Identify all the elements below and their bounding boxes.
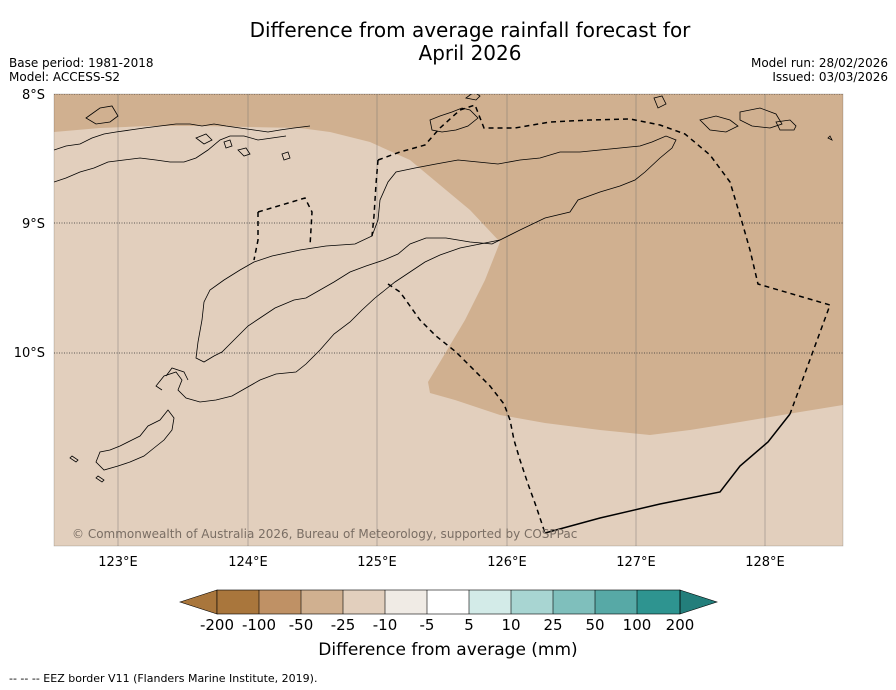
colorbar-title: Difference from average (mm) (318, 640, 578, 660)
colorbar-segment-6 (427, 590, 469, 614)
colorbar-tick-3: -50 (289, 616, 314, 634)
lon-label-125e: 125°E (357, 555, 397, 570)
colorbar-segment-9 (553, 590, 595, 614)
lon-label-123e: 123°E (98, 555, 138, 570)
model-name: Model: ACCESS-S2 (9, 70, 121, 84)
meta-left: Base period: 1981-2018 Model: ACCESS-S2 (9, 56, 154, 84)
colorbar-tick-8: 10 (501, 616, 520, 634)
colorbar-segment-3 (301, 590, 343, 614)
colorbar-tick-12: 200 (666, 616, 695, 634)
colorbar-low-extend (179, 589, 218, 615)
lat-label-9s: 9°S (22, 217, 45, 232)
issued-date: Issued: 03/03/2026 (772, 70, 888, 84)
lon-label-128e: 128°E (745, 555, 785, 570)
map-frame (53, 93, 844, 547)
colorbar-segment-5 (385, 590, 427, 614)
base-period: Base period: 1981-2018 (9, 56, 154, 70)
colorbar-segment-7 (469, 590, 511, 614)
colorbar-tick-2: -100 (242, 616, 276, 634)
colorbar-tick-7: 5 (464, 616, 474, 634)
eez-border-solid (544, 413, 791, 534)
colorbar-frame (216, 589, 681, 615)
page-title: Difference from average rainfall forecas… (0, 19, 896, 65)
colorbar-segment-4 (343, 590, 385, 614)
colorbar-tick-10: 50 (585, 616, 604, 634)
colorbar-tick-9: 25 (543, 616, 562, 634)
lon-label-127e: 127°E (616, 555, 656, 570)
colorbar-tick-11: 100 (623, 616, 652, 634)
colorbar-segment-1 (217, 590, 259, 614)
model-run: Model run: 28/02/2026 (750, 56, 888, 70)
colorbar-segment-11 (637, 590, 680, 614)
colorbar-tick-1: -200 (200, 616, 234, 634)
grid-lines (117, 94, 766, 546)
lon-label-126e: 126°E (487, 555, 527, 570)
coastlines (54, 94, 833, 483)
colorbar-segment-2 (259, 590, 301, 614)
lat-grid-lines (54, 94, 843, 354)
colorbar-tick-5: -10 (373, 616, 398, 634)
meta-right: Model run: 28/02/2026 Issued: 03/03/2026 (751, 56, 888, 84)
title-line-2: April 2026 (418, 41, 522, 65)
colorbar-segment-8 (511, 590, 553, 614)
eez-legend-text: -- -- -- EEZ border V11 (Flanders Marine… (9, 672, 318, 685)
colorbar-tick-4: -25 (331, 616, 356, 634)
colorbar: -200 -100 -50 -25 -10 -5 5 10 25 50 100 … (179, 589, 718, 634)
lon-label-124e: 124°E (228, 555, 268, 570)
eez-border (253, 104, 831, 534)
copyright-text: © Commonwealth of Australia 2026, Bureau… (72, 527, 577, 541)
title-line-1: Difference from average rainfall forecas… (249, 18, 691, 42)
anomaly-region-dark (54, 94, 843, 435)
colorbar-tick-6: -5 (420, 616, 435, 634)
lat-label-10s: 10°S (14, 346, 45, 361)
colorbar-high-extend (679, 589, 718, 615)
colorbar-segment-10 (595, 590, 637, 614)
lat-label-8s: 8°S (22, 88, 45, 103)
